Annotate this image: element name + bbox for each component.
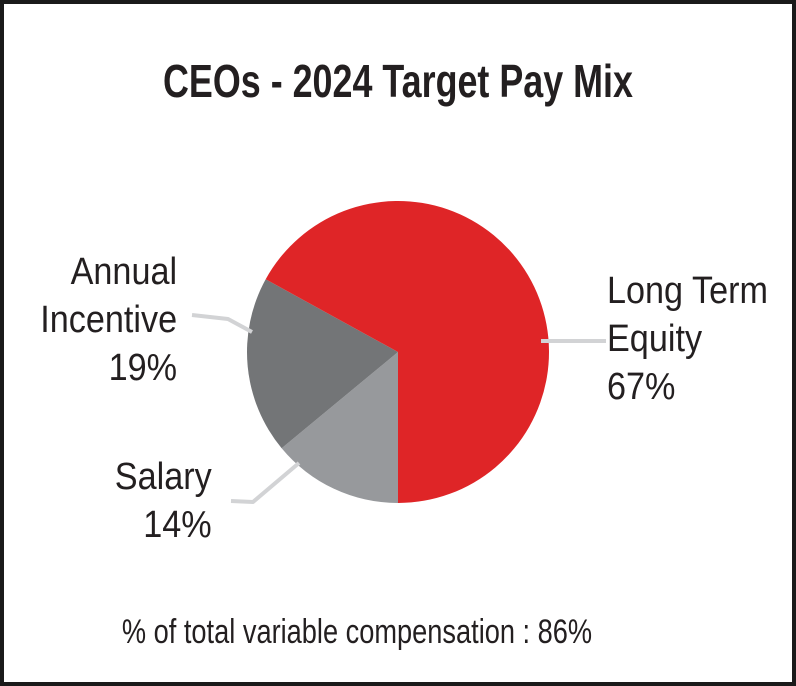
label-annual-incentive-line2: Incentive xyxy=(40,299,177,341)
label-salary-line1: Salary xyxy=(115,456,212,498)
label-salary-pct: 14% xyxy=(143,504,212,546)
label-long-term-equity-line1: Long Term xyxy=(607,270,768,312)
pie-slices xyxy=(247,200,550,503)
footnote: % of total variable compensation : 86% xyxy=(121,613,593,651)
pie-slice-salary xyxy=(281,352,398,503)
leader-line-salary xyxy=(230,461,301,504)
label-long-term-equity-pct: 67% xyxy=(607,366,676,408)
label-salary: Salary 14% xyxy=(115,453,212,549)
leader-line-annual-incentive xyxy=(191,313,253,334)
label-annual-incentive-line1: Annual xyxy=(70,251,177,293)
label-annual-incentive: Annual Incentive 19% xyxy=(40,248,177,392)
label-annual-incentive-pct: 19% xyxy=(108,347,177,389)
pie-slice-annual-incentive xyxy=(247,279,398,449)
label-long-term-equity-line2: Equity xyxy=(607,318,703,360)
chart-title: CEOs - 2024 Target Pay Mix xyxy=(163,55,633,107)
pie-slice-long-term-equity xyxy=(265,200,550,503)
label-long-term-equity: Long Term Equity 67% xyxy=(607,267,768,411)
